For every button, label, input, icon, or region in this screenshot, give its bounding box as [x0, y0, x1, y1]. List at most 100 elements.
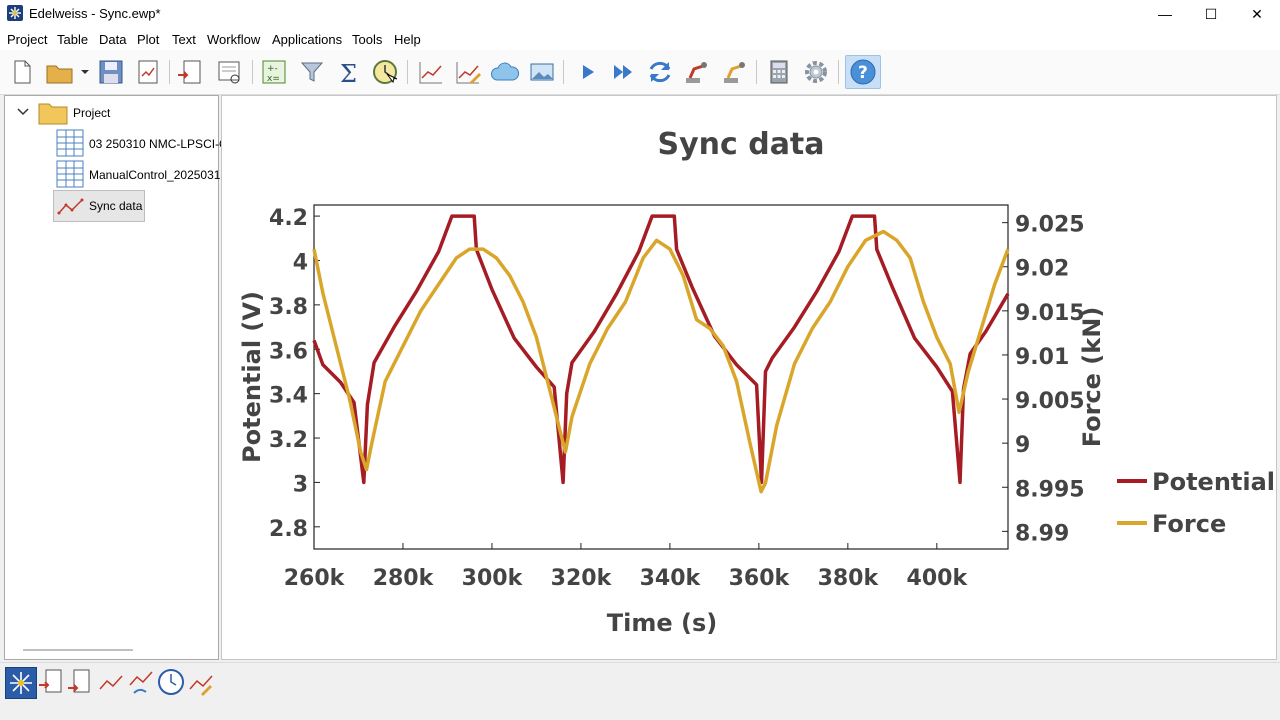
run-all-icon[interactable]: [608, 56, 640, 88]
tree-root-row[interactable]: Project: [5, 97, 215, 127]
horizontal-scrollbar[interactable]: [23, 649, 133, 651]
preview-document-icon[interactable]: [213, 56, 245, 88]
x-tick-label: 280k: [373, 566, 435, 591]
export-table-icon[interactable]: [64, 667, 94, 697]
calculate-column-icon[interactable]: +- x=: [258, 56, 290, 88]
project-tree-panel: Project 03 250310 NMC-LPSCI-G ManualCont…: [4, 95, 228, 660]
tree-item-label: ManualControl_2025031(: [89, 168, 225, 182]
import-table-icon[interactable]: [36, 667, 66, 697]
menu-tools[interactable]: Tools: [352, 32, 383, 47]
y2-tick-label: 9.02: [1015, 257, 1069, 282]
title-bar: Edelweiss - Sync.ewp* — ☐ ✕: [0, 0, 1280, 28]
y2-tick-label: 8.995: [1015, 477, 1085, 502]
settings-gear-icon[interactable]: [800, 56, 832, 88]
window-title: Edelweiss - Sync.ewp*: [29, 6, 161, 21]
series-line-force: [312, 229, 1010, 494]
edit-plot-icon[interactable]: [186, 667, 216, 697]
tree-root-label: Project: [73, 106, 111, 120]
bottom-toolbar: [0, 662, 1280, 703]
workflow-robot-icon[interactable]: [680, 56, 712, 88]
tree-item-label: 03 250310 NMC-LPSCI-G: [89, 137, 229, 151]
menu-plot[interactable]: Plot: [137, 32, 160, 47]
menu-text[interactable]: Text: [172, 32, 196, 47]
menu-help[interactable]: Help: [394, 32, 421, 47]
series-line-potential: [312, 214, 1010, 485]
project-folder-icon: [38, 103, 68, 125]
y-tick-label: 4.2: [269, 206, 308, 231]
save-icon[interactable]: [95, 56, 127, 88]
toolbar-separator: [563, 60, 564, 84]
y2-tick-label: 9.01: [1015, 345, 1069, 370]
toolbar-separator: [838, 60, 839, 84]
menu-data[interactable]: Data: [99, 32, 127, 47]
sync-data-chart: Sync data 260k 280k 300k 320k 340k 360k 380k 40…: [238, 127, 1275, 637]
open-folder-icon[interactable]: [44, 56, 76, 88]
workflow-config-icon[interactable]: [718, 56, 750, 88]
x-tick-label: 260k: [284, 566, 346, 591]
tree-item-table-1[interactable]: 03 250310 NMC-LPSCI-G: [53, 128, 228, 158]
cloud-upload-icon[interactable]: [489, 56, 521, 88]
legend-label-potential: Potential: [1152, 468, 1275, 496]
new-line-plot-icon[interactable]: [96, 667, 126, 697]
y2-tick-label: 9.005: [1015, 389, 1085, 414]
svg-text:x=: x=: [267, 74, 280, 84]
filter-icon[interactable]: [296, 56, 328, 88]
table-icon: [56, 129, 84, 157]
toolbar-separator: [756, 60, 757, 84]
x-tick-label: 380k: [818, 566, 880, 591]
help-icon[interactable]: ?: [845, 55, 881, 89]
y-tick-label: 3.2: [269, 428, 308, 453]
x-tick-label: 320k: [551, 566, 613, 591]
close-button[interactable]: ✕: [1251, 6, 1263, 22]
menu-project[interactable]: Project: [7, 32, 48, 47]
toolbar-separator: [407, 60, 408, 84]
y-axis-label: Potential (V): [238, 291, 266, 463]
y2-tick-label: 9.025: [1015, 213, 1085, 238]
x-tick-label: 400k: [907, 566, 969, 591]
line-plot-icon: [57, 198, 84, 215]
maximize-button[interactable]: ☐: [1204, 6, 1218, 22]
y2-tick-label: 9.015: [1015, 301, 1085, 326]
refresh-icon[interactable]: [644, 56, 676, 88]
tree-item-sync-data[interactable]: Sync data: [53, 190, 145, 222]
collapse-chevron-icon[interactable]: [17, 107, 29, 117]
calculator-icon[interactable]: [763, 56, 795, 88]
main-toolbar: +- x= Σ ?: [0, 50, 1280, 95]
y-tick-label: 3.8: [269, 295, 308, 320]
plot-undo-icon[interactable]: [126, 667, 156, 697]
table-icon: [56, 160, 84, 188]
export-plot-icon[interactable]: [132, 56, 164, 88]
menu-applications[interactable]: Applications: [272, 32, 343, 47]
line-plot-icon[interactable]: [415, 56, 447, 88]
edit-plot-icon[interactable]: [452, 56, 484, 88]
chart-title: Sync data: [657, 127, 824, 162]
open-dropdown-icon[interactable]: [76, 56, 92, 88]
edelweiss-home-icon[interactable]: [5, 667, 37, 699]
plot-panel: Sync data 260k 280k 300k 320k 340k 360k 380k 40…: [221, 95, 1277, 660]
menu-workflow[interactable]: Workflow: [207, 32, 261, 47]
y2-tick-label: 9: [1015, 433, 1030, 458]
x-tick-label: 360k: [729, 566, 791, 591]
y-tick-label: 3: [293, 472, 308, 497]
plot-frame: [313, 204, 1009, 550]
edelweiss-logo-icon: [7, 5, 23, 21]
menu-table[interactable]: Table: [57, 32, 89, 47]
sum-icon[interactable]: Σ: [333, 56, 365, 88]
image-export-icon[interactable]: [526, 56, 558, 88]
x-tick-label: 300k: [462, 566, 524, 591]
y-tick-label: 4: [293, 250, 308, 275]
run-icon[interactable]: [572, 56, 604, 88]
legend-label-force: Force: [1152, 510, 1226, 538]
new-file-icon[interactable]: [6, 56, 38, 88]
y2-axis-label: Force (kN): [1078, 307, 1106, 448]
status-bar: [0, 704, 1280, 720]
x-tick-label: 340k: [640, 566, 702, 591]
sync-clock-icon[interactable]: [369, 56, 401, 88]
sync-clock-icon[interactable]: [156, 667, 186, 697]
minimize-button[interactable]: —: [1158, 6, 1172, 22]
tree-item-table-2[interactable]: ManualControl_2025031(: [53, 159, 224, 189]
import-data-icon[interactable]: [174, 56, 206, 88]
svg-text:Σ: Σ: [340, 60, 357, 88]
svg-text:?: ?: [858, 63, 868, 83]
y2-tick-label: 8.99: [1015, 521, 1069, 546]
